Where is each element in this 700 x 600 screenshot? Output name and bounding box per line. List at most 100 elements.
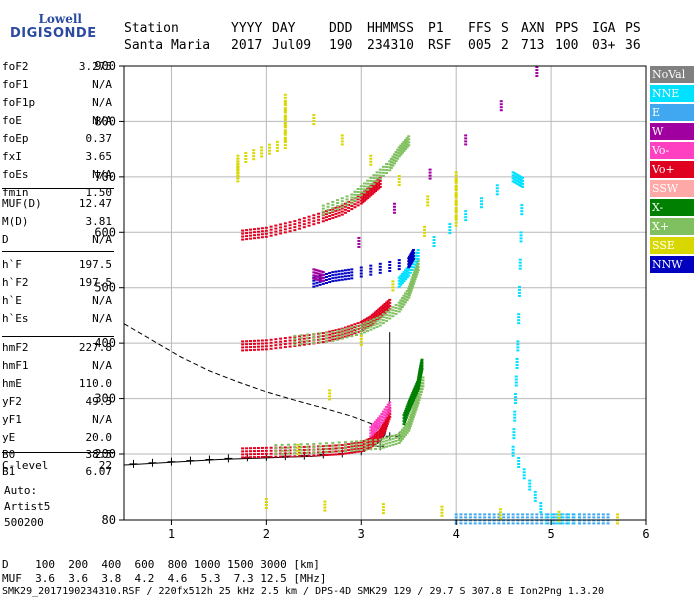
data-point: [356, 447, 360, 450]
data-point: [343, 211, 347, 214]
data-point: [312, 454, 316, 457]
data-point: [264, 235, 268, 238]
param-value: 38.5: [85, 448, 113, 461]
data-point: [375, 316, 379, 319]
data-point: [312, 277, 316, 280]
param-value: 20.0: [85, 431, 113, 444]
data-point: [391, 306, 395, 309]
header-value: 2: [501, 38, 509, 53]
data-point: [293, 443, 297, 446]
data-point: [274, 453, 278, 456]
data-point: [356, 190, 360, 193]
param-label: hmE: [2, 377, 22, 390]
data-point: [400, 278, 404, 281]
data-point: [326, 211, 330, 214]
data-point: [397, 262, 401, 265]
data-point: [407, 257, 411, 260]
data-point: [256, 230, 260, 233]
data-point: [405, 414, 409, 417]
digisonde-logo: Lowell DIGISONDE: [6, 8, 106, 48]
data-point: [343, 272, 347, 275]
data-point: [296, 452, 300, 455]
data-point: [328, 333, 332, 336]
data-point: [571, 516, 575, 519]
data-point: [381, 432, 385, 435]
data-point: [283, 144, 287, 147]
data-point: [369, 315, 373, 318]
data-point: [362, 440, 366, 443]
data-point: [280, 443, 284, 446]
data-point: [315, 284, 319, 287]
data-point: [331, 206, 335, 209]
data-point: [454, 193, 458, 196]
data-point: [357, 242, 361, 245]
data-point: [405, 273, 409, 276]
data-point: [274, 230, 278, 233]
data-point: [546, 522, 550, 525]
legend-item: SSE: [650, 237, 694, 254]
data-point: [298, 455, 302, 458]
data-point: [312, 442, 316, 445]
data-point: [241, 229, 245, 232]
data-point: [377, 311, 381, 314]
data-point: [345, 198, 349, 201]
data-point: [367, 325, 371, 328]
data-point: [253, 348, 256, 351]
data-point: [298, 335, 302, 338]
data-point: [385, 406, 389, 409]
data-point: [321, 271, 325, 274]
data-point: [336, 329, 340, 332]
data-point: [420, 369, 424, 372]
data-point: [454, 218, 458, 221]
data-point: [317, 278, 321, 281]
data-point: [312, 451, 316, 454]
data-point: [411, 396, 415, 399]
data-point: [375, 180, 379, 183]
data-point: [582, 522, 586, 525]
data-point: [293, 455, 297, 458]
data-point: [391, 286, 395, 289]
data-point: [497, 513, 501, 516]
data-point: [530, 522, 534, 525]
data-point: [374, 426, 378, 429]
data-point: [370, 427, 374, 430]
data-point: [355, 443, 359, 446]
data-point: [380, 311, 384, 314]
data-point: [383, 312, 387, 314]
header-label: HHMMSS: [367, 21, 414, 36]
data-point: [565, 522, 569, 525]
data-point: [324, 453, 328, 456]
data-point: [492, 522, 496, 525]
data-point: [404, 272, 408, 275]
data-point: [279, 346, 283, 349]
param-label: fxI: [2, 150, 22, 163]
data-point: [366, 444, 370, 447]
data-point: [264, 504, 268, 506]
data-point: [414, 393, 418, 396]
data-point: [392, 153, 396, 156]
data-point: [345, 195, 349, 198]
param-value: 227.8: [78, 341, 112, 354]
param-value: 0.37: [85, 132, 113, 145]
data-point: [571, 513, 575, 516]
data-point: [414, 384, 418, 387]
data-point: [413, 386, 417, 389]
header-value: 190: [329, 38, 353, 53]
data-point: [345, 333, 349, 336]
data-point: [334, 215, 338, 218]
param-value: N/A: [92, 294, 112, 307]
data-point: [381, 310, 385, 313]
data-point: [370, 320, 374, 323]
data-point: [394, 436, 398, 439]
data-point: [369, 185, 373, 188]
data-point: [411, 390, 415, 393]
data-point: [381, 426, 385, 429]
data-point: [454, 215, 458, 218]
data-point: [252, 155, 256, 158]
data-point: [305, 443, 309, 446]
data-point: [382, 422, 386, 425]
data-point: [283, 93, 287, 96]
data-point: [440, 505, 444, 508]
data-point: [388, 269, 392, 272]
data-point: [293, 341, 297, 344]
